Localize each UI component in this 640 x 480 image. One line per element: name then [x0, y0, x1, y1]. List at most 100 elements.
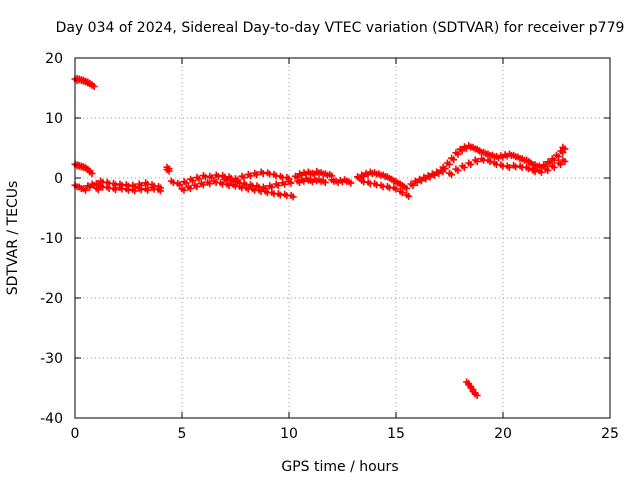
y-tick-label: 0 — [54, 171, 63, 187]
data-point — [116, 184, 126, 193]
data-point — [471, 390, 481, 399]
data-point — [142, 179, 152, 188]
x-tick-label: 10 — [280, 426, 298, 442]
data-point — [253, 182, 263, 191]
data-point — [523, 156, 533, 165]
data-point — [163, 166, 173, 175]
data-point — [306, 176, 316, 186]
data-point — [80, 163, 90, 172]
data-point — [88, 81, 98, 90]
data-point — [184, 183, 194, 192]
data-point — [420, 173, 430, 183]
data-point — [326, 170, 336, 180]
data-point — [469, 388, 479, 397]
x-tick-label: 15 — [387, 426, 405, 442]
data-point — [259, 183, 269, 192]
data-point — [257, 168, 267, 177]
data-point — [540, 161, 550, 170]
data-point — [75, 183, 85, 192]
y-axis-label: SDTVAR / TECUs — [5, 181, 21, 296]
data-point — [321, 170, 331, 179]
data-point — [328, 176, 338, 185]
data-point — [510, 151, 520, 161]
data-point — [187, 175, 197, 185]
data-point — [493, 152, 503, 162]
data-point — [287, 191, 297, 201]
data-point — [428, 170, 438, 179]
data-point — [84, 78, 94, 87]
y-tick-label: 10 — [45, 111, 63, 127]
data-point — [390, 184, 400, 193]
data-point — [467, 384, 477, 393]
data-point — [531, 161, 541, 170]
data-point — [505, 150, 515, 159]
data-point — [251, 169, 261, 179]
data-point — [497, 152, 507, 161]
data-point — [478, 155, 488, 164]
data-point — [266, 182, 276, 191]
data-point — [302, 175, 312, 184]
data-point — [465, 142, 475, 151]
data-point — [553, 151, 562, 161]
data-point — [388, 175, 398, 185]
data-point — [210, 177, 220, 186]
data-point — [272, 180, 282, 189]
axis-ticks: 0 5 10 15 20 25 -40 -30 -20 -10 0 10 20 — [40, 51, 619, 442]
data-point — [490, 159, 500, 168]
data-point — [446, 169, 455, 179]
data-point — [377, 181, 387, 191]
data-point — [274, 190, 284, 199]
data-point — [154, 185, 164, 195]
data-point — [315, 176, 325, 185]
data-point — [439, 163, 449, 173]
data-point — [84, 166, 94, 175]
data-point — [396, 187, 406, 197]
data-point — [473, 145, 483, 155]
data-point — [270, 170, 280, 180]
data-point — [304, 168, 314, 177]
data-point — [294, 177, 304, 186]
y-tick-label: -20 — [40, 291, 63, 307]
data-point — [448, 154, 458, 164]
data-point — [548, 155, 558, 164]
data-point — [465, 159, 475, 168]
data-point — [116, 180, 126, 189]
data-point — [555, 159, 565, 168]
data-point — [501, 151, 511, 160]
data-point — [142, 185, 152, 194]
data-point — [135, 180, 145, 189]
data-point — [452, 149, 462, 158]
x-axis-label: GPS time / hours — [281, 459, 398, 475]
data-point — [358, 176, 368, 186]
data-point — [296, 170, 306, 179]
data-point — [401, 183, 411, 192]
data-point — [225, 173, 235, 182]
data-point — [300, 169, 310, 178]
data-point — [276, 172, 286, 182]
data-point — [309, 169, 319, 179]
data-point — [336, 176, 346, 186]
data-point — [122, 181, 132, 190]
data-point — [452, 165, 462, 174]
data-point — [518, 155, 528, 164]
data-point — [167, 177, 177, 186]
y-tick-label: -30 — [40, 351, 63, 367]
data-point — [424, 172, 434, 181]
data-point — [375, 170, 385, 179]
data-point — [319, 177, 329, 186]
data-point — [460, 143, 470, 152]
data-point — [463, 378, 473, 387]
data-point — [542, 165, 552, 174]
data-point — [516, 162, 526, 171]
y-tick-label: -10 — [40, 231, 63, 247]
data-point — [465, 381, 475, 390]
data-point — [433, 168, 443, 177]
data-point — [362, 169, 372, 179]
data-point — [497, 161, 507, 170]
data-point — [110, 179, 120, 189]
data-point — [396, 180, 406, 189]
y-tick-label: 20 — [45, 51, 63, 67]
x-tick-label: 0 — [71, 426, 80, 442]
data-point — [80, 185, 90, 194]
